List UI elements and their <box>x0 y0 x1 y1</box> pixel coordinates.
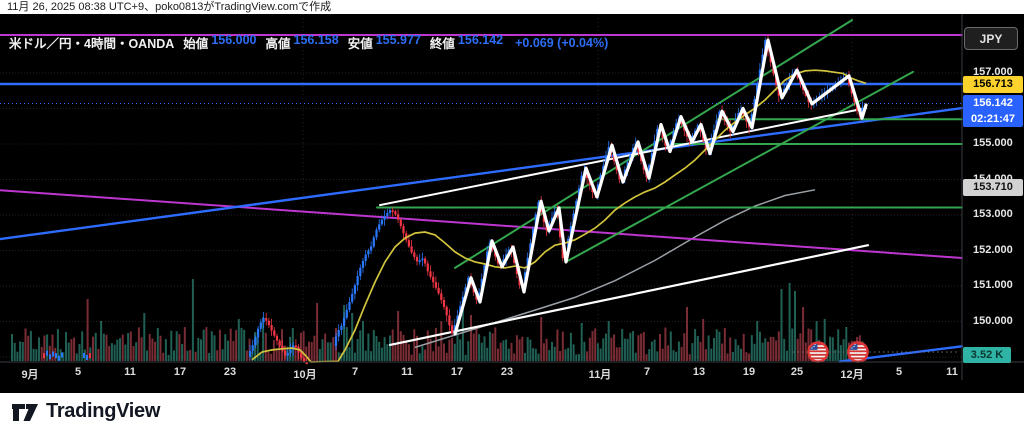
ohlc-label: 始値 <box>183 37 209 51</box>
time-axis-label: 7 <box>643 366 651 378</box>
time-axis-label: 5 <box>74 366 82 378</box>
ohlc-value: 156.000 <box>211 33 257 47</box>
ohlc-pair: 安値 155.977 <box>348 33 421 52</box>
price-axis-label: 150.000 <box>973 314 1013 327</box>
zigzag-line <box>453 38 868 336</box>
time-axis-label: 9月 <box>21 369 39 381</box>
trendline <box>0 106 964 241</box>
tradingview-logo-text: TradingView <box>46 400 161 422</box>
time-axis-label: 13 <box>692 366 706 378</box>
tradingview-logo[interactable]: TradingView <box>12 400 160 423</box>
time-axis-label: 7 <box>351 366 359 378</box>
time-axis-label: 12月 <box>840 369 864 381</box>
symbol-title[interactable]: 米ドル／円・4時間・OANDA <box>9 37 175 51</box>
price-axis-label: 153.000 <box>973 208 1013 220</box>
volume-bars <box>11 279 867 361</box>
price-axis-label: 157.000 <box>973 66 1013 78</box>
time-axis-label: 23 <box>223 366 237 378</box>
time-axis-label: 19 <box>742 366 756 378</box>
time-axis-label: 11 <box>946 366 958 378</box>
ohlc-label: 安値 <box>347 37 373 51</box>
ohlc-pair: 高値 156.158 <box>266 33 339 52</box>
ohlc-value: 156.158 <box>293 33 339 47</box>
ohlc-label: 高値 <box>265 37 291 51</box>
us-flag-event-icon[interactable] <box>807 341 829 363</box>
attribution-text: 11月 26, 2025 08:38 UTC+9、poko0813がTradin… <box>7 1 332 13</box>
change-value: +0.069 (+0.04%) <box>515 35 609 50</box>
time-axis-label: 5 <box>895 366 903 378</box>
time-axis-label: 25 <box>790 366 804 378</box>
trendline <box>0 189 963 259</box>
time-axis-label: 11 <box>401 366 413 378</box>
yellow-ma-price-badge: 156.713 <box>963 76 1023 93</box>
currency-toggle-button[interactable]: JPY <box>964 27 1018 50</box>
time-axis-label: 17 <box>173 366 187 378</box>
time-axis-label: 23 <box>500 366 514 378</box>
ohlc-label: 終値 <box>429 37 455 51</box>
time-axis-label: 10月 <box>293 369 317 381</box>
last-price-value: 156.142 <box>973 97 1013 109</box>
gray-ma-price-badge: 153.710 <box>963 179 1023 196</box>
price-axis-label: 155.000 <box>973 137 1013 149</box>
volume-badge: 3.52 K <box>963 347 1011 363</box>
time-axis-label: 17 <box>450 366 464 378</box>
time-axis-label: 11月 <box>588 369 612 381</box>
chart-pane-background[interactable] <box>0 14 1024 393</box>
price-axis-label: 151.000 <box>973 279 1013 291</box>
trendline <box>565 70 914 263</box>
time-axis-label: 11 <box>124 366 136 378</box>
bar-countdown: 02:21:47 <box>970 113 1016 125</box>
us-flag-event-icon[interactable] <box>847 341 869 363</box>
trendline <box>379 107 867 207</box>
ohlc-pair: 終値 156.142 <box>430 33 503 52</box>
ohlc-value: 156.142 <box>457 33 504 47</box>
ohlc-values: 始値 156.000 高値 156.158 安値 155.977 終値 156.142 <box>183 33 503 52</box>
ohlc-pair: 始値 156.000 <box>183 33 256 52</box>
ohlc-value: 155.977 <box>375 33 421 47</box>
price-axis-label: 152.000 <box>973 243 1013 256</box>
ohlc-legend: 米ドル／円・4時間・OANDA 始値 156.000 高値 156.158 安値 155.… <box>9 33 609 52</box>
tradingview-logo-icon <box>12 404 38 421</box>
last-price-badge: 156.142 02:21:47 <box>963 95 1023 127</box>
trendline <box>388 244 870 346</box>
